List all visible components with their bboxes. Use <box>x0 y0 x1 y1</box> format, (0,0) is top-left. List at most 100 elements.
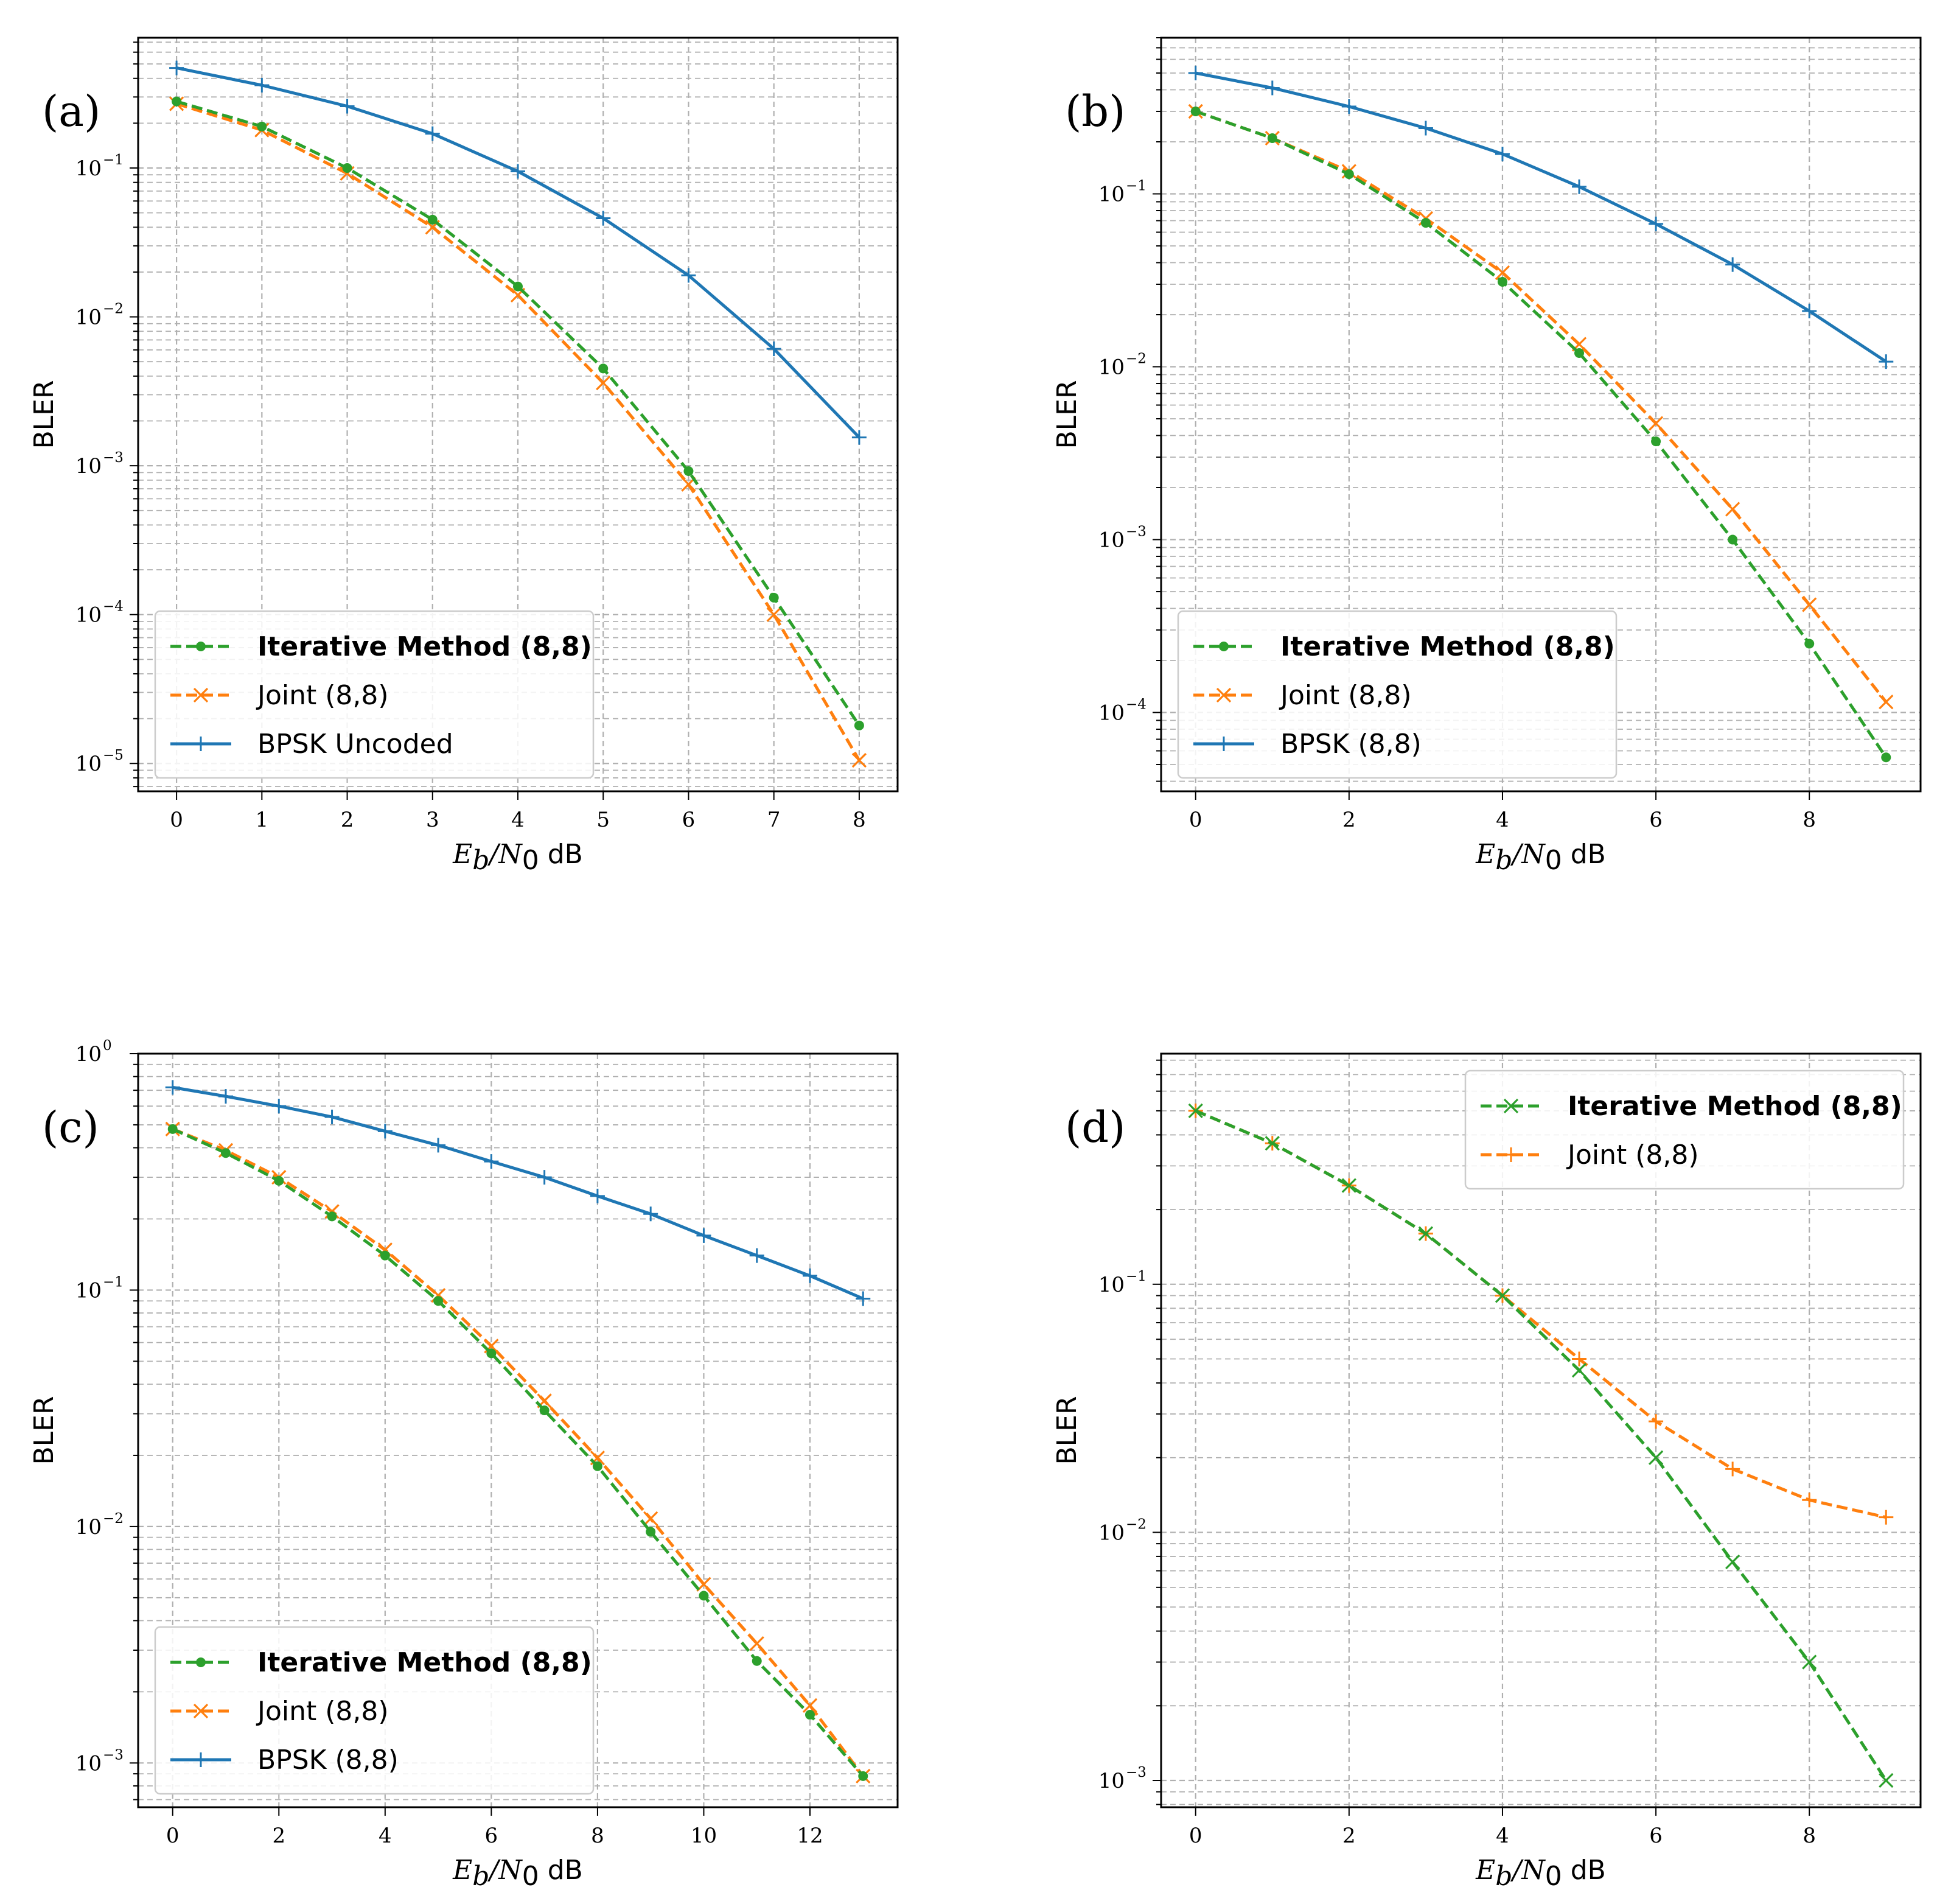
data-point <box>165 1080 180 1095</box>
data-point <box>752 1656 762 1666</box>
data-point <box>1190 106 1201 116</box>
data-point <box>1879 354 1894 369</box>
data-point <box>1344 169 1354 180</box>
series-line <box>1195 71 1887 363</box>
data-point <box>1725 1461 1740 1477</box>
data-point <box>1503 1098 1519 1114</box>
x-tick-label: 8 <box>1803 1824 1816 1848</box>
x-tick-label: 3 <box>426 808 439 832</box>
plot-frame <box>1160 1052 1922 1808</box>
data-point <box>696 1228 711 1243</box>
x-tick-label: 10 <box>691 1824 717 1848</box>
x-tick-label: 7 <box>767 808 781 832</box>
data-point <box>681 268 696 283</box>
plot-frame <box>137 37 899 793</box>
data-point <box>484 1154 499 1169</box>
data-point-stroke <box>1216 687 1232 703</box>
panel-label: (b) <box>1065 86 1125 136</box>
data-point <box>1651 436 1661 447</box>
data-point <box>592 1461 602 1471</box>
data-point <box>1341 1178 1356 1193</box>
y-tick-label: 10 <box>75 156 102 181</box>
data-point <box>1418 121 1433 136</box>
data-point <box>1802 303 1817 318</box>
data-point <box>274 1175 284 1186</box>
y-tick-label: 10 <box>75 603 102 628</box>
series-line <box>176 100 860 727</box>
data-point <box>172 96 182 107</box>
data-point <box>643 1511 658 1527</box>
x-tick-label: 0 <box>166 1824 180 1848</box>
x-tick-label: 2 <box>272 1824 285 1848</box>
y-tick-label-exponent: −3 <box>103 1747 124 1763</box>
y-tick-label-exponent: −2 <box>103 1511 124 1527</box>
x-tick-label: 6 <box>1649 1824 1663 1848</box>
y-tick-label-exponent: −4 <box>1126 697 1147 713</box>
y-tick-label: 10 <box>75 1751 102 1776</box>
y-tick-label: 10 <box>1098 528 1125 553</box>
data-point <box>380 1250 390 1261</box>
data-point <box>194 1752 208 1767</box>
y-tick-label-exponent: −1 <box>103 1274 124 1290</box>
legend-label: Iterative Method (8,8) <box>1280 631 1615 662</box>
data-point <box>596 375 611 391</box>
data-point <box>1420 218 1431 228</box>
data-point <box>425 126 440 141</box>
series-bpsk-8-8- <box>165 1080 871 1306</box>
grid <box>1161 37 1921 791</box>
y-axis-label: BLER <box>29 380 60 449</box>
data-point <box>646 1527 656 1537</box>
data-point-stroke <box>1495 265 1510 281</box>
data-point-stroke <box>766 607 781 622</box>
x-tick-label: 0 <box>170 808 183 832</box>
y-tick-label: 10 <box>1098 355 1125 379</box>
y-tick-label-exponent: 0 <box>103 1038 112 1054</box>
data-point <box>596 211 611 226</box>
y-tick-label: 10 <box>1098 182 1125 206</box>
series-line <box>1195 1109 1888 1782</box>
data-point-stroke <box>749 1636 764 1651</box>
x-axis-label: Eb/N0 dB <box>1475 839 1606 876</box>
data-point-stroke <box>1495 1288 1510 1303</box>
data-point-stroke <box>1725 1554 1740 1570</box>
data-point <box>1574 348 1585 359</box>
data-point <box>1267 133 1277 143</box>
series-iterative-method-8-8- <box>1190 106 1891 763</box>
legend-label: Joint (8,8) <box>256 680 389 711</box>
data-point <box>851 430 867 445</box>
plot-frame <box>1160 37 1922 793</box>
legend-box <box>1177 610 1618 779</box>
x-axis-label: Eb/N0 dB <box>1475 1855 1606 1892</box>
panel-a: 0 1 2 3 4 5 6 7 810−510−410−310−210 −1Eb/N0 dBBLE… <box>29 37 899 876</box>
series-line <box>1195 110 1888 758</box>
y-tick-label: 10 <box>75 1515 102 1539</box>
data-point <box>598 363 609 374</box>
data-point <box>854 720 864 730</box>
data-point <box>699 1591 709 1601</box>
x-tick-label: 8 <box>853 808 866 832</box>
y-tick-label: 10 <box>75 1278 102 1303</box>
y-tick-label: 10 <box>75 1042 102 1066</box>
data-point <box>167 1124 178 1134</box>
data-point <box>1649 1414 1664 1429</box>
data-point <box>1497 276 1507 287</box>
data-point <box>340 99 355 114</box>
data-point <box>377 1124 393 1139</box>
y-tick-label: 10 <box>1098 1273 1125 1297</box>
y-tick-label-exponent: −1 <box>103 152 124 168</box>
y-tick-label-exponent: −5 <box>103 747 124 763</box>
y-tick-label: 10 <box>75 306 102 330</box>
data-point <box>1572 179 1587 194</box>
data-point <box>327 1211 337 1222</box>
y-tick-label-exponent: −3 <box>1126 1765 1147 1780</box>
y-tick-label-exponent: −3 <box>103 450 124 466</box>
data-point <box>1802 1493 1817 1508</box>
data-point-stroke <box>1879 695 1894 710</box>
data-point-stroke <box>1188 1103 1203 1119</box>
panel-b: 0 2 4 6 810−410−310−210 −1Eb/N0 dBBLER(b)Iter… <box>1052 37 1922 876</box>
series-joint-8-8- <box>165 1121 871 1784</box>
panel-label: (d) <box>1065 1102 1125 1152</box>
series-iterative-method-8-8- <box>1188 1103 1894 1788</box>
